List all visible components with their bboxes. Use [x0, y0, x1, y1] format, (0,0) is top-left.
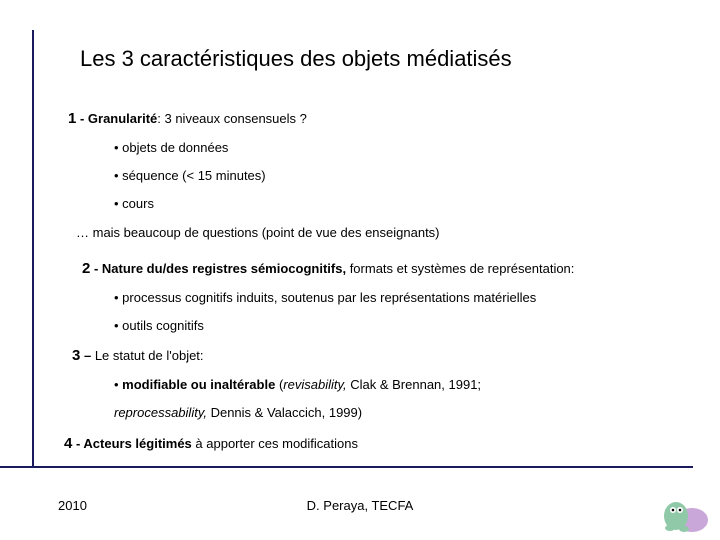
section-3-line-2: reprocessability, Dennis & Valaccich, 19…: [114, 404, 688, 422]
bullet-italic: reprocessability,: [114, 405, 207, 420]
bullet-text: cours: [119, 196, 154, 211]
section-3-heading: 3 – Le statut de l'objet:: [72, 345, 688, 366]
slide-title: Les 3 caractéristiques des objets médiat…: [80, 46, 512, 72]
bullet-text: processus cognitifs induits, soutenus pa…: [119, 290, 537, 305]
bullet-text: séquence (< 15 minutes): [122, 168, 265, 183]
section-2-rest: formats et systèmes de représentation:: [346, 261, 574, 276]
bullet-italic: revisability,: [283, 377, 346, 392]
section-3-rest: Le statut de l'objet:: [95, 348, 204, 363]
section-4-rest: à apporter ces modifications: [192, 436, 358, 451]
section-1-note: … mais beaucoup de questions (point de v…: [76, 224, 688, 242]
section-2-bullet-2: • outils cognitifs: [114, 317, 688, 335]
section-1-label: - Granularité: [76, 111, 157, 126]
section-2-heading: 2 - Nature du/des registres sémiocogniti…: [82, 258, 688, 279]
bullet-text: outils cognitifs: [119, 318, 204, 333]
section-3-bullet-1: • modifiable ou inaltérable (revisabilit…: [114, 376, 688, 394]
section-4-heading: 4 - Acteurs légitimés à apporter ces mod…: [64, 433, 688, 454]
section-1-bullet-1: • objets de données: [114, 139, 688, 157]
bullet-text: objets de données: [122, 140, 228, 155]
section-1-bullet-3: • cours: [114, 195, 688, 213]
section-4-label: - Acteurs légitimés: [72, 436, 191, 451]
section-1-heading: 1 - Granularité: 3 niveaux consensuels ?: [68, 108, 688, 129]
frame-vertical-line: [32, 30, 34, 466]
slide-content: 1 - Granularité: 3 niveaux consensuels ?…: [68, 108, 688, 464]
section-1-bullet-2: • séquence (< 15 minutes): [114, 167, 688, 185]
section-2-bullet-1: • processus cognitifs induits, soutenus …: [114, 289, 688, 307]
section-3-dash: –: [80, 348, 94, 363]
section-2-label: - Nature du/des registres sémiocognitifs…: [90, 261, 346, 276]
bullet-bold: modifiable ou inaltérable: [119, 377, 279, 392]
section-1-rest: : 3 niveaux consensuels ?: [157, 111, 307, 126]
slide: Les 3 caractéristiques des objets médiat…: [0, 0, 720, 540]
bullet-text: Clak & Brennan, 1991;: [347, 377, 481, 392]
mascot-icon: [654, 486, 714, 534]
frame-horizontal-line: [0, 466, 693, 468]
footer-author: D. Peraya, TECFA: [0, 498, 720, 513]
bullet-text: Dennis & Valaccich, 1999): [207, 405, 362, 420]
